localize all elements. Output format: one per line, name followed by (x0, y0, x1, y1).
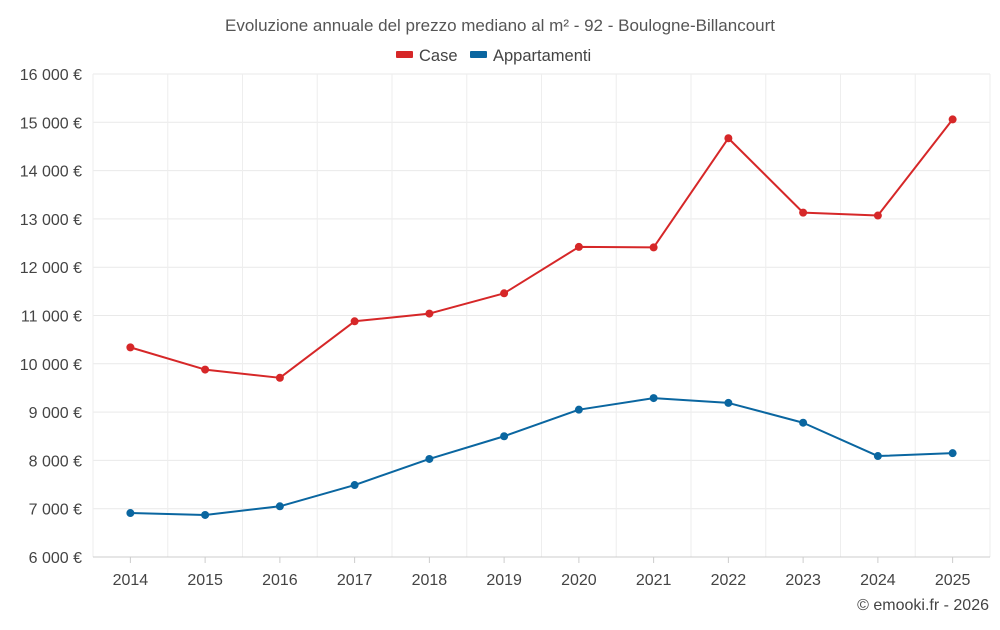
data-point-appartamenti (500, 432, 509, 441)
x-tick-label: 2017 (337, 572, 373, 589)
data-point-appartamenti (350, 481, 359, 490)
data-point-case (500, 289, 509, 298)
legend-label-case: Case (419, 47, 458, 65)
data-point-appartamenti (799, 418, 808, 427)
x-tick-label: 2021 (636, 572, 672, 589)
x-tick-label: 2022 (711, 572, 747, 589)
legend: Case Appartamenti (396, 47, 591, 65)
data-point-appartamenti (126, 509, 135, 518)
data-point-case (948, 115, 957, 124)
series-layer (126, 115, 957, 519)
y-tick-label: 12 000 € (20, 260, 82, 277)
x-tick-label: 2025 (935, 572, 971, 589)
data-point-case (350, 317, 359, 326)
y-tick-label: 11 000 € (21, 309, 82, 326)
data-point-appartamenti (425, 454, 434, 463)
y-tick-label: 7 000 € (29, 502, 82, 519)
legend-item-case[interactable]: Case (396, 47, 458, 65)
data-point-case (574, 242, 583, 251)
x-tick-label: 2018 (412, 572, 448, 589)
x-tick-label: 2019 (486, 572, 522, 589)
data-point-appartamenti (275, 502, 284, 511)
data-point-case (126, 343, 135, 352)
x-tick-label: 2024 (860, 572, 896, 589)
y-tick-label: 16 000 € (20, 67, 82, 84)
data-point-appartamenti (948, 449, 957, 458)
x-tick-label: 2016 (262, 572, 298, 589)
data-point-case (275, 373, 284, 382)
legend-item-appartamenti[interactable]: Appartamenti (470, 47, 591, 65)
data-point-case (649, 243, 658, 252)
y-tick-label: 6 000 € (29, 550, 82, 567)
legend-swatch-appartamenti (470, 51, 487, 58)
data-point-case (201, 365, 210, 374)
data-point-case (799, 208, 808, 217)
y-tick-label: 9 000 € (29, 405, 82, 422)
x-tick-label: 2014 (113, 572, 149, 589)
data-point-case (873, 211, 882, 220)
chart-title: Evoluzione annuale del prezzo mediano al… (225, 16, 775, 35)
y-tick-label: 13 000 € (20, 212, 82, 229)
data-point-appartamenti (574, 405, 583, 414)
y-tick-label: 14 000 € (20, 164, 82, 181)
x-tick-label: 2015 (187, 572, 223, 589)
data-point-appartamenti (649, 394, 658, 403)
series-case (126, 115, 957, 382)
y-tick-label: 10 000 € (20, 357, 82, 374)
legend-swatch-case (396, 51, 413, 58)
legend-label-appartamenti: Appartamenti (493, 47, 591, 65)
axes: 6 000 € 7 000 € 8 000 € 9 000 € 10 000 € 11 0… (20, 67, 990, 589)
y-tick-label: 8 000 € (29, 453, 82, 470)
credit-text: © emooki.fr - 2026 (857, 597, 989, 614)
data-point-case (724, 134, 733, 143)
y-tick-label: 15 000 € (20, 115, 82, 132)
x-tick-label: 2020 (561, 572, 597, 589)
data-point-appartamenti (201, 510, 210, 519)
data-point-appartamenti (724, 398, 733, 407)
data-point-appartamenti (873, 452, 882, 461)
series-appartamenti (126, 394, 957, 519)
grid (92, 73, 991, 558)
x-tick-label: 2023 (785, 572, 821, 589)
series-line-case (130, 118, 954, 379)
series-line-appartamenti (130, 397, 953, 516)
data-point-case (425, 309, 434, 318)
